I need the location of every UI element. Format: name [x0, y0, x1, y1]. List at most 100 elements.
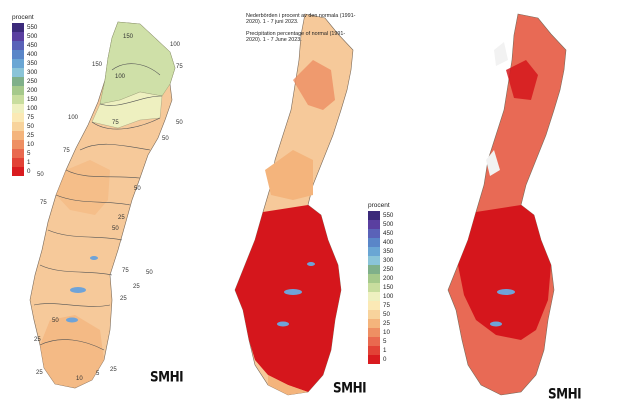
legend-label: 50 [383, 311, 390, 318]
isoline-label: 100 [115, 74, 126, 80]
legend-row: 50 [12, 122, 37, 131]
legend-label: 10 [383, 329, 390, 336]
south-salmon-zone [40, 315, 104, 388]
legend-row: 100 [12, 104, 37, 113]
legend-swatch [12, 140, 24, 149]
legend-row: 550 [368, 211, 393, 220]
legend-row: 400 [368, 238, 393, 247]
contour-lines [33, 63, 163, 351]
isoline-label: 75 [112, 120, 119, 126]
isoline-label: 75 [63, 148, 70, 154]
smhi-logo: SMHI [548, 385, 582, 403]
legend-swatch [12, 122, 24, 131]
caption-english: Precipitation percentage of normal (1991… [246, 30, 346, 44]
legend-label: 100 [27, 105, 38, 112]
legend-row: 450 [12, 41, 37, 50]
legend-swatch [12, 149, 24, 158]
legend-row: 500 [368, 220, 393, 229]
precipitation-map-grid [447, 13, 567, 396]
legend-swatch [12, 68, 24, 77]
legend-label: 50 [27, 123, 34, 130]
legend-row: 150 [368, 283, 393, 292]
legend-row: 250 [12, 77, 37, 86]
legend-label: 550 [27, 24, 38, 31]
legend-swatch [368, 274, 380, 283]
legend-label: 5 [383, 338, 387, 345]
legend-swatch [12, 131, 24, 140]
legend-swatch [12, 41, 24, 50]
legend-label: 75 [27, 114, 34, 121]
legend-swatch [368, 310, 380, 319]
isoline-label: 25 [118, 215, 125, 221]
legend-swatch [368, 256, 380, 265]
north-green-zone [99, 21, 176, 105]
legend-procent: procent 550 500 450 400 350 300 250 200 150 100 75… [368, 202, 393, 364]
legend-label: 200 [383, 275, 394, 282]
legend-label: 10 [27, 141, 34, 148]
legend-row: 1 [12, 158, 37, 167]
legend-title: procent [368, 202, 390, 209]
legend-row: 75 [368, 301, 393, 310]
legend-swatch [368, 211, 380, 220]
map-panel-2: Nederbörden i procent av den normala (19… [213, 0, 426, 414]
legend-swatch [368, 328, 380, 337]
legend-swatch [12, 77, 24, 86]
legend-label: 300 [383, 257, 394, 264]
legend-swatch [368, 346, 380, 355]
legend-row: 150 [12, 95, 37, 104]
isoline-label: 50 [52, 318, 59, 324]
northern-salmon-zone [293, 60, 335, 110]
isoline-label: 150 [123, 34, 134, 40]
legend-row: 25 [368, 319, 393, 328]
legend-label: 250 [27, 78, 38, 85]
isoline-label: 75 [122, 268, 129, 274]
legend-swatch [12, 95, 24, 104]
map-caption: Nederbörden i procent av den normala (19… [246, 13, 356, 49]
south-tip-orange [268, 375, 308, 395]
legend-label: 200 [27, 87, 38, 94]
legend-label: 500 [27, 33, 38, 40]
isoline-label: 25 [36, 370, 43, 376]
isoline-label: 25 [110, 367, 117, 373]
smhi-logo: SMHI [150, 368, 184, 386]
legend-row: 250 [368, 265, 393, 274]
isoline-label: 75 [40, 200, 47, 206]
legend-row: 200 [12, 86, 37, 95]
legend-label: 350 [27, 60, 38, 67]
legend-swatch [368, 247, 380, 256]
legend-label: 1 [27, 159, 31, 166]
central-salmon-zone [56, 160, 110, 215]
map-panel-1: 150 100 150 100 75 100 75 50 50 75 50 50… [0, 0, 213, 414]
legend-swatch [368, 301, 380, 310]
legend-swatch [12, 23, 24, 32]
lakes [66, 256, 98, 323]
legend-row: 550 [12, 23, 37, 32]
legend-label: 500 [383, 221, 394, 228]
isoline-label: 50 [162, 136, 169, 142]
legend-label: 100 [383, 293, 394, 300]
legend-title: procent [12, 14, 34, 21]
legend-swatch [368, 220, 380, 229]
legend-swatch [12, 59, 24, 68]
isoline-label: 50 [134, 186, 141, 192]
isoline-label: 50 [146, 270, 153, 276]
legend-label: 25 [27, 132, 34, 139]
legend-swatch [368, 337, 380, 346]
legend-row: 300 [368, 256, 393, 265]
isoline-label: 5 [96, 371, 100, 377]
legend-label: 300 [27, 69, 38, 76]
legend-swatch [12, 32, 24, 41]
legend-swatch [368, 283, 380, 292]
legend-row: 0 [12, 167, 37, 176]
isoline-label: 25 [120, 296, 127, 302]
legend-swatch [12, 104, 24, 113]
legend-label: 0 [27, 168, 31, 175]
isoline-label: 50 [176, 120, 183, 126]
legend-label: 0 [383, 356, 387, 363]
legend-label: 150 [27, 96, 38, 103]
legend-row: 5 [368, 337, 393, 346]
precipitation-map-filled [234, 13, 354, 396]
legend-rows: 550 500 450 400 350 300 250 200 150 100 75 50 25 10 5 1… [368, 211, 393, 364]
lakes [277, 262, 315, 327]
precipitation-map-contours: 150 100 150 100 75 100 75 50 50 75 50 50… [29, 21, 183, 389]
